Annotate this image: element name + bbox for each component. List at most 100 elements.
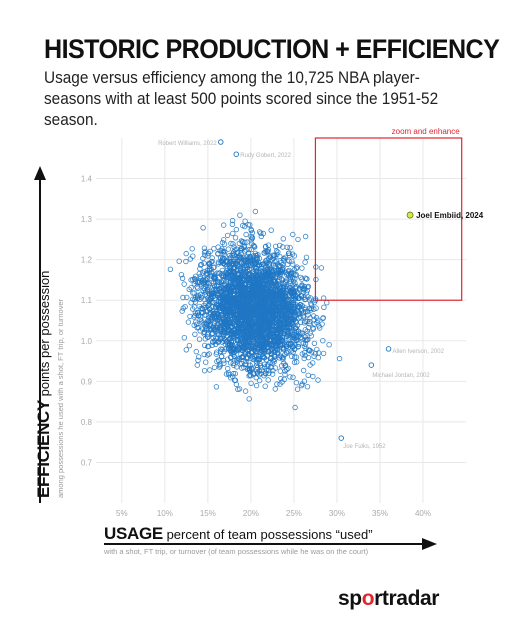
x-tick-label: 25% bbox=[286, 509, 302, 518]
scatter-point bbox=[258, 302, 264, 308]
scatter-point bbox=[256, 318, 262, 324]
scatter-point bbox=[301, 378, 308, 384]
scatter-point bbox=[240, 291, 247, 298]
scatter-point bbox=[241, 288, 247, 294]
scatter-point bbox=[226, 345, 232, 352]
scatter-point bbox=[274, 293, 281, 299]
scatter-point bbox=[185, 319, 192, 325]
y-tick-label: 0.9 bbox=[81, 377, 93, 386]
scatter-point bbox=[256, 262, 263, 268]
scatter-point bbox=[305, 294, 311, 300]
y-axis-title-rest: points per possession bbox=[37, 270, 52, 400]
scatter-point bbox=[278, 322, 284, 328]
scatter-point bbox=[239, 347, 245, 354]
scatter-point bbox=[241, 254, 247, 261]
scatter-point bbox=[281, 296, 287, 302]
y-tick-label: 1.4 bbox=[81, 175, 93, 184]
scatter-point bbox=[301, 283, 308, 290]
scatter-point bbox=[248, 226, 254, 233]
scatter-point bbox=[267, 348, 273, 354]
scatter-point bbox=[242, 351, 248, 357]
scatter-point bbox=[189, 306, 196, 312]
scatter-point bbox=[249, 276, 255, 282]
scatter-point bbox=[226, 286, 233, 292]
scatter-point bbox=[245, 250, 252, 256]
scatter-point bbox=[253, 266, 259, 272]
scatter-point bbox=[266, 312, 273, 319]
scatter-point bbox=[278, 297, 284, 304]
labeled-point bbox=[385, 346, 392, 352]
scatter-point bbox=[188, 277, 194, 283]
scatter-point bbox=[244, 268, 251, 274]
scatter-point bbox=[203, 321, 210, 327]
scatter-point bbox=[232, 284, 239, 291]
scatter-point bbox=[247, 291, 253, 297]
scatter-point bbox=[199, 293, 206, 299]
scatter-point bbox=[310, 360, 316, 366]
scatter-point bbox=[278, 269, 284, 275]
scatter-point bbox=[231, 377, 238, 384]
scatter-point bbox=[231, 314, 237, 320]
scatter-point bbox=[225, 307, 232, 313]
scatter-point bbox=[315, 350, 322, 356]
scatter-point bbox=[268, 274, 274, 280]
scatter-point bbox=[227, 360, 234, 366]
scatter-point bbox=[306, 321, 312, 327]
scatter-point bbox=[184, 294, 190, 301]
scatter-point bbox=[293, 380, 300, 386]
scatter-point bbox=[310, 325, 316, 331]
scatter-point bbox=[206, 326, 212, 333]
scatter-point bbox=[246, 274, 252, 281]
scatter-point bbox=[194, 362, 200, 368]
scatter-point bbox=[211, 325, 217, 331]
scatter-point bbox=[246, 318, 252, 325]
scatter-point bbox=[201, 245, 208, 251]
scatter-point bbox=[303, 337, 310, 343]
scatter-point bbox=[276, 355, 283, 361]
sportradar-logo: sportradar bbox=[338, 587, 439, 611]
scatter-point bbox=[278, 316, 284, 323]
scatter-point bbox=[292, 325, 298, 331]
scatter-point bbox=[215, 357, 222, 364]
scatter-point bbox=[283, 295, 289, 302]
scatter-point bbox=[336, 355, 343, 362]
scatter-point bbox=[230, 230, 236, 237]
scatter-point bbox=[243, 358, 249, 365]
scatter-point bbox=[209, 331, 215, 337]
scatter-point bbox=[209, 342, 215, 348]
scatter-point bbox=[302, 341, 309, 347]
scatter-point bbox=[217, 302, 224, 309]
scatter-point bbox=[272, 299, 279, 305]
scatter-point bbox=[242, 239, 248, 245]
scatter-point bbox=[259, 287, 265, 293]
scatter-point bbox=[241, 364, 247, 371]
scatter-point bbox=[249, 241, 255, 247]
x-axis-note: with a shot, FT trip, or turnover (of te… bbox=[104, 547, 369, 556]
scatter-point bbox=[283, 320, 289, 326]
scatter-point bbox=[229, 217, 236, 224]
scatter-point bbox=[289, 290, 295, 296]
scatter-point bbox=[211, 286, 217, 292]
scatter-point bbox=[291, 304, 298, 310]
scatter-point bbox=[215, 251, 221, 257]
scatter-point bbox=[248, 380, 254, 386]
scatter-point bbox=[237, 312, 243, 318]
scatter-point bbox=[196, 271, 202, 277]
y-axis-title: EFFICIENCY points per possession bbox=[34, 271, 54, 498]
scatter-point bbox=[298, 274, 304, 281]
scatter-point bbox=[286, 258, 292, 264]
scatter-point bbox=[282, 368, 288, 374]
scatter-point bbox=[266, 370, 272, 376]
scatter-point bbox=[242, 361, 248, 368]
scatter-point bbox=[265, 268, 271, 274]
scatter-point bbox=[233, 261, 239, 267]
scatter-point bbox=[218, 284, 224, 290]
scatter-point bbox=[260, 261, 266, 267]
scatter-point bbox=[220, 237, 227, 243]
scatter-point bbox=[215, 303, 221, 309]
scatter-point bbox=[276, 268, 282, 275]
scatter-point bbox=[228, 240, 234, 247]
scatter-point bbox=[280, 236, 286, 242]
scatter-point bbox=[256, 368, 263, 374]
x-tick-label: 20% bbox=[243, 509, 259, 518]
